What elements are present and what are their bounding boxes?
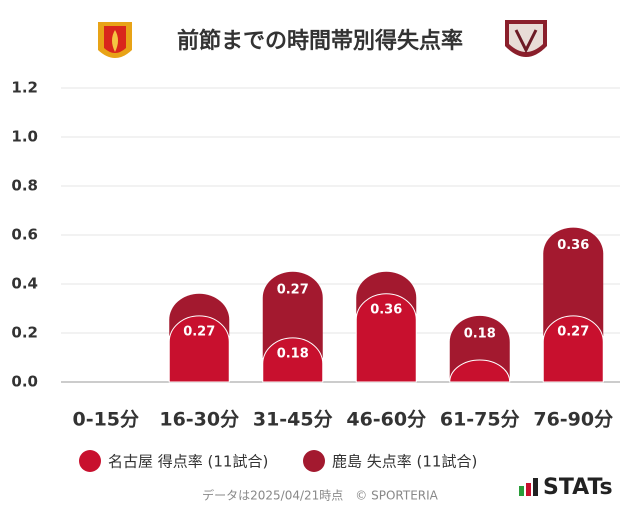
legend-label: 名古屋 得点率 (11試合) bbox=[108, 453, 268, 471]
bar-segment bbox=[262, 271, 323, 358]
bar-segment bbox=[449, 359, 511, 383]
data-label: 0.18 bbox=[277, 346, 309, 361]
x-tick-label: 16-30分 bbox=[159, 409, 239, 431]
brand: STATs bbox=[543, 475, 613, 500]
y-tick-label: 0.8 bbox=[11, 177, 38, 195]
data-label: 0.18 bbox=[464, 326, 496, 341]
data-label: 0.36 bbox=[370, 302, 402, 317]
y-tick-label: 0.0 bbox=[11, 373, 38, 391]
x-tick-label: 46-60分 bbox=[346, 409, 426, 431]
home-logo bbox=[98, 22, 132, 58]
legend-label: 鹿島 失点率 (11試合) bbox=[332, 453, 477, 471]
chart-title: 前節までの時間帯別得失点率 bbox=[177, 28, 463, 54]
y-tick-label: 0.6 bbox=[11, 226, 38, 244]
legend-swatch bbox=[79, 450, 101, 472]
bar-segment bbox=[355, 293, 417, 383]
legend-swatch bbox=[303, 450, 325, 472]
y-tick-label: 0.4 bbox=[11, 275, 38, 293]
bar-segment bbox=[543, 227, 604, 336]
y-tick-label: 1.2 bbox=[11, 79, 38, 97]
brand-logo: STATs bbox=[519, 475, 613, 500]
bar-segment bbox=[262, 337, 324, 383]
x-tick-label: 31-45分 bbox=[253, 409, 333, 431]
y-tick-label: 1.0 bbox=[11, 128, 38, 146]
x-tick-label: 76-90分 bbox=[533, 409, 613, 431]
data-label: 0.27 bbox=[557, 324, 589, 339]
footnote: データは2025/04/21時点 © SPORTERIA bbox=[202, 488, 439, 503]
x-tick-label: 0-15分 bbox=[72, 409, 139, 431]
y-tick-label: 0.2 bbox=[11, 324, 38, 342]
data-label: 0.27 bbox=[277, 282, 309, 297]
legend: 名古屋 得点率 (11試合) 鹿島 失点率 (11試合) bbox=[79, 450, 477, 472]
bar-segment bbox=[542, 315, 604, 383]
data-label: 0.27 bbox=[183, 324, 215, 339]
x-tick-label: 61-75分 bbox=[440, 409, 520, 431]
away-logo bbox=[505, 20, 547, 57]
data-label: 0.36 bbox=[557, 238, 589, 253]
bar-segment bbox=[168, 315, 230, 383]
